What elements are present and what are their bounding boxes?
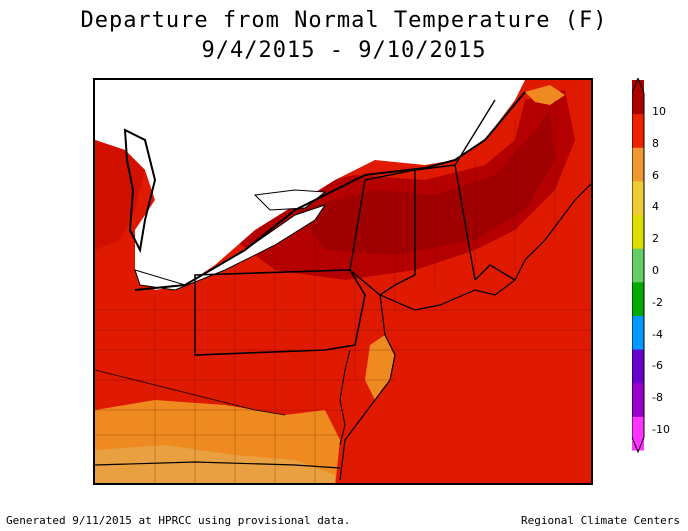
canada-unshaded: [95, 80, 525, 290]
temperature-map: [93, 78, 593, 485]
legend-band: [632, 349, 644, 384]
us-canada-border: [134, 91, 526, 291]
legend-band: [632, 147, 644, 182]
coastal-warm-strip: [365, 335, 395, 400]
core-dark-region: [295, 110, 555, 255]
legend-tick-label: 4: [652, 200, 659, 214]
date-range: 9/4/2015 - 9/10/2015: [201, 38, 487, 63]
legend-tick-label: -4: [652, 327, 663, 341]
legend-tick-label: 6: [652, 168, 659, 182]
legend-band: [632, 382, 644, 417]
chesapeake-bay: [339, 349, 351, 446]
legend-band: [632, 315, 644, 350]
legend-tick-label: -10: [652, 423, 670, 436]
legend-band: [632, 416, 644, 451]
virginia-border: [95, 461, 341, 469]
legend-band: [632, 113, 644, 148]
legend-tick-label: 0: [652, 264, 659, 277]
source-credit: Regional Climate Centers: [521, 514, 680, 527]
generated-note: Generated 9/11/2015 at HPRCC using provi…: [6, 514, 351, 527]
lake-huron-outline: [123, 128, 157, 254]
legend-band: [632, 248, 644, 283]
michigan-land: [95, 140, 145, 250]
legend-tick-label: 10: [652, 105, 666, 118]
legend-colorbar: [632, 78, 645, 454]
legend-tick-label: 2: [652, 232, 659, 246]
legend-band: [632, 80, 644, 115]
legend-bands: [632, 80, 644, 451]
legend-band: [632, 180, 644, 216]
legend-band: [632, 281, 644, 316]
legend-band: [632, 214, 644, 249]
legend-tick-label: -2: [652, 295, 663, 309]
legend-tick-label: -8: [652, 391, 663, 405]
map-canvas: [95, 80, 591, 483]
legend-tick-label: 8: [652, 136, 659, 150]
county-lines: [95, 100, 591, 483]
legend-tick-label: -6: [652, 359, 663, 373]
legend-outline: [632, 78, 645, 454]
map-title: Departure from Normal Temperature (F): [80, 8, 608, 33]
new-england-borders: [414, 99, 516, 281]
color-legend: [632, 78, 682, 458]
atlantic-coastline: [339, 183, 591, 481]
